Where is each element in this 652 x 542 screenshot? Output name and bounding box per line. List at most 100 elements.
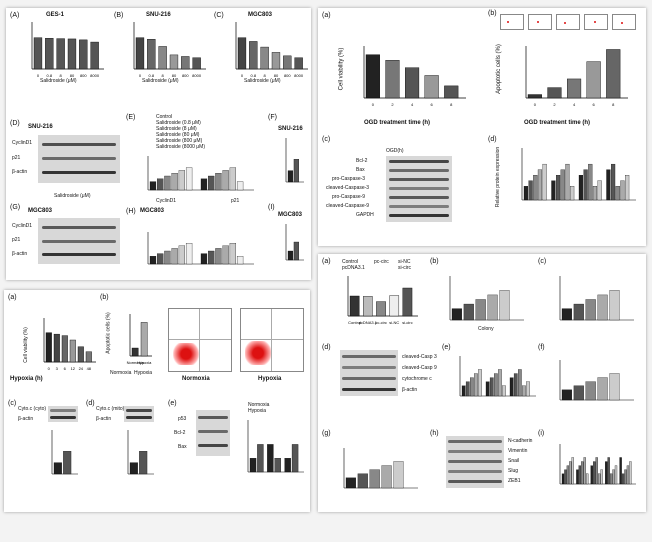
x-axis-label: Colony bbox=[478, 326, 494, 332]
tick-label: 800 bbox=[182, 73, 189, 78]
bar bbox=[494, 373, 498, 397]
panel-letter: (e) bbox=[168, 400, 177, 407]
chart-title: MGC803 bbox=[278, 212, 303, 218]
bar bbox=[612, 469, 615, 485]
bar bbox=[389, 295, 400, 317]
bar bbox=[561, 389, 572, 401]
bar bbox=[502, 385, 506, 397]
legend-item: Salidroside (8000 μM) bbox=[156, 144, 206, 150]
bar bbox=[260, 46, 269, 70]
bar bbox=[592, 186, 598, 201]
x-axis-label: Hypoxia (h) bbox=[10, 376, 43, 382]
bar bbox=[424, 75, 439, 99]
blot-row-label: Bcl-2 bbox=[356, 158, 368, 164]
tick-label: 800 bbox=[284, 73, 291, 78]
panel-letter: (C) bbox=[214, 12, 224, 19]
bar bbox=[363, 296, 373, 317]
blot-row-label: CyclinD1 bbox=[12, 140, 33, 146]
tick-label: si-circ bbox=[402, 320, 412, 325]
bar bbox=[570, 186, 575, 201]
figure-panel-hypoxia: (a) 0 3 6 12 24 48 Cell viability (%) Hypoxia… bbox=[4, 290, 310, 512]
panel-letter: (D) bbox=[10, 120, 20, 127]
panel-letter: (c) bbox=[8, 400, 17, 407]
grouped-bar-chart-mgc803 bbox=[147, 232, 254, 265]
bar bbox=[158, 46, 167, 70]
legend-item: Control bbox=[342, 259, 359, 265]
blot-row-label: β-actin bbox=[402, 387, 418, 393]
bar bbox=[61, 335, 68, 363]
grouped-bar-chart-emt bbox=[559, 444, 636, 485]
bar bbox=[597, 180, 602, 201]
blot-row-label: β-actin bbox=[12, 169, 28, 175]
bar bbox=[474, 373, 478, 397]
y-axis-label: Apoptotic cells (%) bbox=[495, 44, 502, 94]
bar bbox=[349, 295, 360, 317]
bar bbox=[561, 473, 565, 485]
bar bbox=[487, 294, 498, 321]
tick-label: 0.8 bbox=[149, 73, 155, 78]
bar bbox=[478, 369, 482, 397]
bar bbox=[609, 473, 613, 485]
bar bbox=[522, 385, 526, 397]
bar bbox=[287, 170, 294, 183]
bar-chart-ges1: 0 0.8 8 80 800 8000 bbox=[31, 22, 104, 78]
blot-row-label: cleaved-Casp 9 bbox=[402, 365, 437, 371]
legend-item: Salidroside (0.8 μM) bbox=[156, 120, 201, 126]
panel-letter: (a) bbox=[322, 12, 331, 19]
western-blot-cyto bbox=[48, 406, 78, 422]
bar bbox=[85, 351, 92, 363]
bar bbox=[513, 373, 518, 397]
bar bbox=[586, 473, 589, 485]
figure-panel-ogd: (a) 0 2 4 6 8 Cell viability (%) OGD treatme… bbox=[318, 8, 646, 246]
western-blot-emt bbox=[446, 436, 504, 488]
bar bbox=[45, 332, 52, 363]
bar bbox=[463, 303, 474, 321]
bar bbox=[53, 462, 62, 475]
flow-cytometry-normoxia bbox=[168, 308, 232, 372]
bar bbox=[621, 473, 625, 485]
bar bbox=[571, 457, 574, 485]
bar bbox=[149, 181, 157, 191]
blot-row-label: N-cadherin bbox=[508, 438, 533, 444]
panel-letter: (G) bbox=[10, 204, 21, 211]
panel-letter: (F) bbox=[268, 114, 277, 121]
bar bbox=[287, 250, 294, 261]
panel-letter: (B) bbox=[114, 12, 124, 19]
panel-letter: (d) bbox=[488, 136, 497, 143]
bar bbox=[465, 381, 470, 397]
x-group-label: CyclinD1 bbox=[156, 198, 177, 204]
bar bbox=[69, 339, 76, 363]
bar bbox=[547, 87, 562, 99]
tick-label: Hypoxia bbox=[137, 360, 152, 365]
legend: Control Salidroside (0.8 μM) Salidroside… bbox=[156, 114, 205, 150]
bar bbox=[588, 163, 593, 201]
bar bbox=[567, 78, 582, 99]
bar bbox=[157, 178, 164, 191]
bar bbox=[345, 477, 356, 489]
blot-label: β-actin bbox=[18, 416, 34, 422]
blot-row-label: GAPDH bbox=[356, 212, 374, 218]
tick-label: 6 bbox=[64, 366, 67, 371]
bar bbox=[444, 85, 459, 99]
bar bbox=[90, 41, 99, 70]
bar bbox=[578, 175, 583, 201]
panel-letter: (b) bbox=[488, 10, 497, 17]
tick-label: 8000 bbox=[90, 73, 100, 78]
x-axis-label: Salidroside (μM) bbox=[244, 78, 281, 84]
blot-label: Cyto.c (cyto) bbox=[18, 406, 47, 412]
bar bbox=[405, 67, 420, 99]
legend: Normoxia Hypoxia bbox=[248, 402, 269, 414]
bar bbox=[215, 248, 222, 265]
panel-letter: (i) bbox=[538, 430, 545, 437]
blot-title: SNU-216 bbox=[278, 126, 303, 132]
legend-item: Hypoxia bbox=[248, 408, 267, 414]
bar bbox=[293, 159, 299, 183]
bar bbox=[564, 469, 567, 485]
western-blot-snu216 bbox=[38, 135, 120, 183]
bar bbox=[181, 56, 190, 70]
tick-label: 2 bbox=[391, 102, 394, 107]
bar bbox=[376, 301, 386, 317]
bar-chart-cyto-c-cyto bbox=[51, 430, 78, 475]
bar bbox=[583, 457, 586, 485]
